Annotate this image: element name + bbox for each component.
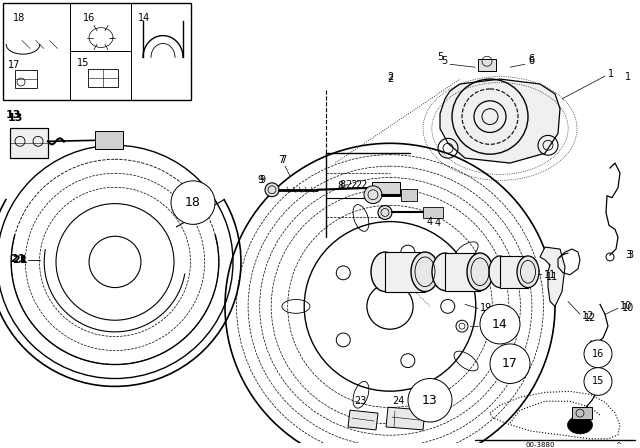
Text: 15: 15 [77, 58, 90, 68]
Text: 24: 24 [392, 396, 404, 406]
Text: ^: ^ [615, 442, 621, 448]
Text: 14: 14 [138, 13, 150, 23]
Bar [10, 129, 48, 158]
Text: 7: 7 [278, 155, 284, 165]
Bar [95, 131, 123, 149]
Text: 9: 9 [259, 175, 265, 185]
Ellipse shape [432, 253, 458, 291]
Text: 9: 9 [257, 175, 263, 185]
Text: 3: 3 [627, 250, 633, 260]
Text: 12: 12 [582, 311, 595, 321]
Ellipse shape [489, 256, 511, 288]
Polygon shape [348, 410, 378, 430]
Text: 2: 2 [387, 74, 393, 84]
Text: 23: 23 [354, 396, 366, 406]
Text: 00-3880: 00-3880 [525, 442, 555, 448]
Circle shape [171, 181, 215, 224]
Text: 6: 6 [528, 54, 534, 65]
Text: 8: 8 [339, 180, 345, 190]
Text: 17: 17 [8, 60, 20, 70]
Bar [15, 70, 37, 88]
Circle shape [265, 183, 279, 197]
Text: 17: 17 [502, 357, 518, 370]
Text: 5: 5 [436, 52, 443, 62]
Text: 3: 3 [625, 250, 631, 260]
Circle shape [408, 379, 452, 422]
Text: 8: 8 [337, 181, 343, 191]
Polygon shape [440, 79, 560, 163]
Text: 7: 7 [280, 155, 286, 165]
Text: 13: 13 [8, 112, 24, 123]
Text: 1: 1 [625, 72, 631, 82]
Text: 21: 21 [10, 254, 26, 264]
Polygon shape [540, 247, 565, 306]
Bar [385, 252, 425, 292]
Text: 19: 19 [480, 303, 492, 313]
Text: 1: 1 [608, 69, 614, 79]
Bar [372, 182, 400, 196]
Ellipse shape [411, 252, 439, 292]
Circle shape [378, 206, 392, 220]
Text: 6: 6 [528, 56, 534, 66]
Ellipse shape [371, 252, 399, 292]
Bar [500, 256, 528, 288]
Bar [401, 189, 417, 201]
Text: 15: 15 [592, 376, 604, 387]
Text: 18: 18 [13, 13, 25, 23]
Polygon shape [386, 407, 425, 430]
Circle shape [364, 186, 382, 203]
Text: 10: 10 [620, 302, 632, 311]
Bar [88, 69, 118, 87]
Bar [3, 3, 191, 100]
Text: 12: 12 [584, 313, 596, 323]
Text: 5: 5 [441, 56, 447, 66]
Text: 4: 4 [435, 218, 441, 228]
Circle shape [584, 368, 612, 395]
Text: 16: 16 [83, 13, 95, 23]
Text: 10: 10 [622, 303, 634, 313]
Bar [423, 207, 443, 219]
Text: 2: 2 [387, 72, 393, 82]
Text: 22: 22 [356, 180, 368, 190]
Text: 11: 11 [546, 272, 558, 282]
Bar [10, 129, 48, 158]
Text: 22: 22 [346, 180, 358, 190]
Text: 14: 14 [492, 318, 508, 331]
Circle shape [480, 304, 520, 344]
Text: 11: 11 [544, 270, 556, 280]
Bar [445, 253, 480, 291]
Text: 20: 20 [480, 323, 492, 333]
Text: 18: 18 [185, 196, 201, 209]
Circle shape [584, 340, 612, 368]
Ellipse shape [517, 256, 539, 288]
Bar [572, 407, 592, 419]
Bar [478, 59, 496, 71]
Text: 13: 13 [422, 394, 438, 407]
Circle shape [490, 344, 530, 383]
Text: 21: 21 [12, 255, 28, 265]
Ellipse shape [568, 416, 593, 434]
Ellipse shape [467, 253, 493, 291]
Text: 4: 4 [427, 217, 433, 228]
Text: 13: 13 [6, 110, 21, 120]
Text: 16: 16 [592, 349, 604, 359]
